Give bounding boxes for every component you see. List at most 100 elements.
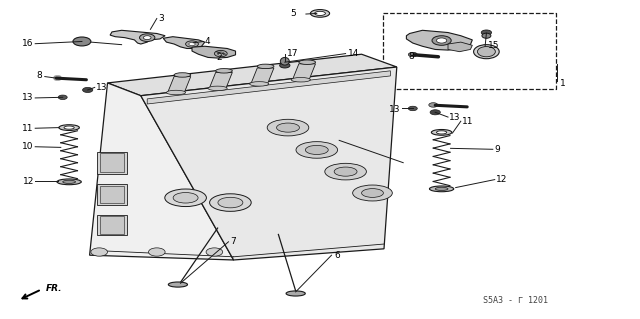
Ellipse shape [286,291,305,296]
Circle shape [280,63,290,68]
Ellipse shape [296,142,338,158]
Text: 5: 5 [290,9,296,18]
Polygon shape [100,153,124,172]
Circle shape [218,52,224,55]
Ellipse shape [280,57,289,65]
Ellipse shape [218,197,243,208]
Polygon shape [97,152,127,174]
Circle shape [429,103,438,107]
Polygon shape [168,77,191,93]
Bar [383,13,556,89]
Text: FR.: FR. [46,284,63,293]
Circle shape [73,37,91,46]
Ellipse shape [314,11,326,16]
Ellipse shape [166,90,186,95]
Ellipse shape [334,167,357,176]
Text: 1: 1 [560,79,566,88]
Ellipse shape [482,33,491,38]
Polygon shape [251,68,274,84]
Polygon shape [97,184,127,205]
Ellipse shape [173,193,198,203]
Text: 9: 9 [495,145,500,154]
Ellipse shape [291,78,310,82]
Circle shape [148,248,165,256]
Circle shape [91,248,108,256]
Text: 13: 13 [388,105,400,114]
Circle shape [83,87,93,93]
Polygon shape [97,214,127,235]
Circle shape [214,50,227,57]
Text: 12: 12 [22,177,34,186]
Ellipse shape [429,186,454,192]
Polygon shape [192,46,236,58]
Polygon shape [100,216,124,234]
Circle shape [430,110,440,115]
Ellipse shape [436,131,447,134]
Ellipse shape [305,145,328,154]
Ellipse shape [299,60,316,64]
Text: 2: 2 [216,53,222,62]
Ellipse shape [64,126,74,129]
Ellipse shape [209,194,251,211]
Polygon shape [90,83,234,260]
Polygon shape [110,30,165,44]
Circle shape [408,52,417,57]
Polygon shape [108,54,397,96]
Polygon shape [209,72,232,88]
Circle shape [58,95,67,100]
Text: 13: 13 [96,83,108,92]
Circle shape [481,30,492,35]
Circle shape [143,36,151,40]
Ellipse shape [477,47,495,57]
Polygon shape [448,42,472,52]
Ellipse shape [257,64,274,69]
Circle shape [186,41,198,47]
Ellipse shape [216,69,232,73]
Ellipse shape [276,123,300,132]
Circle shape [432,36,451,45]
Ellipse shape [63,180,76,183]
Ellipse shape [59,125,79,130]
Text: 17: 17 [287,49,298,58]
Ellipse shape [310,10,330,17]
Text: 11: 11 [22,124,34,133]
Ellipse shape [353,185,392,201]
Text: 8: 8 [36,71,42,80]
Circle shape [140,34,155,41]
Text: 16: 16 [22,39,34,48]
Ellipse shape [57,179,81,185]
Text: 15: 15 [488,41,499,50]
Ellipse shape [431,130,452,135]
Ellipse shape [208,86,227,91]
Ellipse shape [474,45,499,59]
Text: 6: 6 [334,251,340,260]
Text: 7: 7 [230,237,236,246]
Circle shape [436,38,447,43]
Ellipse shape [165,189,206,207]
Ellipse shape [174,73,191,77]
Polygon shape [406,30,472,50]
Ellipse shape [250,82,269,86]
Polygon shape [100,186,124,204]
Ellipse shape [325,163,367,180]
Polygon shape [292,64,316,80]
Text: 8: 8 [408,52,414,61]
Polygon shape [141,67,397,260]
Text: 14: 14 [348,49,359,58]
Circle shape [189,42,195,46]
Text: 10: 10 [22,142,34,151]
Text: S5A3 - Γ 1201: S5A3 - Γ 1201 [483,296,548,305]
Ellipse shape [362,189,383,197]
Ellipse shape [435,187,448,190]
Text: 12: 12 [496,175,508,184]
Text: 3: 3 [159,14,164,23]
Polygon shape [163,37,205,48]
Text: 11: 11 [462,117,474,126]
Ellipse shape [268,119,309,136]
Polygon shape [147,71,390,104]
Text: 13: 13 [449,113,461,122]
Text: 13: 13 [22,93,34,102]
Ellipse shape [168,282,188,287]
Text: 4: 4 [205,37,211,46]
Circle shape [408,106,417,111]
